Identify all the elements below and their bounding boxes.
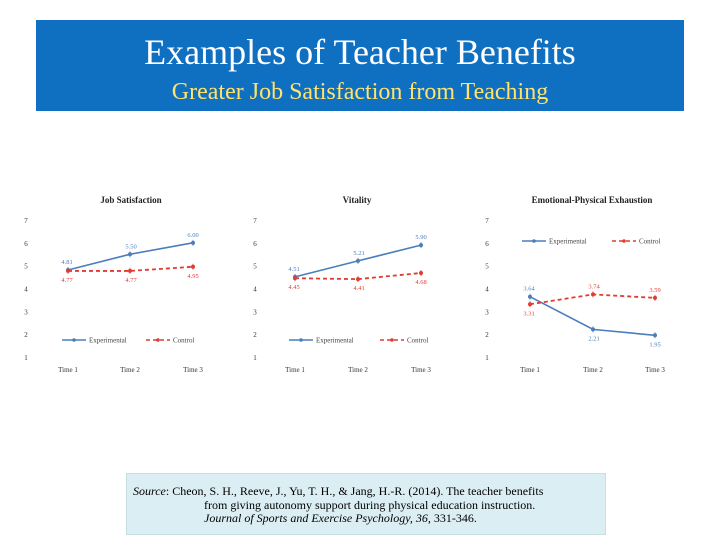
data-label: 3.59	[649, 287, 660, 294]
x-tick-label: Time 3	[411, 366, 431, 374]
y-tick-label: 5	[24, 263, 28, 271]
data-label: 3.74	[588, 283, 600, 290]
slide-subtitle: Greater Job Satisfaction from Teaching	[171, 79, 549, 105]
data-point	[128, 268, 132, 273]
y-tick-label: 7	[485, 217, 489, 225]
legend-marker	[72, 338, 76, 342]
y-tick-label: 1	[485, 354, 489, 362]
chart-title: Emotional-Physical Exhaustion	[532, 195, 653, 205]
source-line-1: : Cheon, S. H., Reeve, J., Yu, T. H., & …	[165, 484, 544, 498]
legend-marker	[532, 239, 536, 243]
x-tick-label: Time 2	[583, 366, 603, 374]
data-point	[191, 264, 195, 269]
y-tick-label: 4	[253, 286, 257, 294]
legend-marker	[156, 338, 160, 342]
y-tick-label: 3	[485, 308, 489, 316]
legend-label-control: Control	[407, 337, 428, 345]
y-tick-label: 4	[24, 286, 28, 294]
x-tick-label: Time 1	[285, 366, 305, 374]
y-tick-label: 6	[485, 240, 489, 248]
source-citation: Source: Cheon, S. H., Reeve, J., Yu, T. …	[133, 484, 601, 526]
y-tick-label: 6	[253, 240, 257, 248]
y-tick-label: 4	[485, 286, 489, 294]
x-tick-label: Time 3	[183, 366, 203, 374]
data-point	[528, 294, 532, 299]
source-pages: 331-346.	[430, 511, 477, 525]
legend-label-control: Control	[173, 337, 194, 345]
data-point	[653, 333, 657, 338]
title-banner: Examples of Teacher Benefits Greater Job…	[36, 20, 684, 111]
chart-1: Job Satisfaction 1 2 3 4 5 6 7 Time 1 Time 2 Time …	[24, 195, 203, 374]
data-label: 4.68	[415, 279, 426, 286]
data-point	[356, 258, 360, 263]
data-point	[419, 243, 423, 248]
data-label: 4.41	[353, 285, 364, 292]
data-point	[128, 252, 132, 257]
x-tick-label: Time 1	[520, 366, 540, 374]
data-label: 5.90	[415, 234, 426, 241]
y-tick-label: 6	[24, 240, 28, 248]
data-label: 4.51	[288, 266, 299, 273]
data-label: 5.21	[353, 250, 364, 257]
y-tick-label: 2	[24, 331, 28, 339]
legend-label-experimental: Experimental	[89, 337, 127, 345]
legend-marker	[299, 338, 303, 342]
data-label: 4.77	[125, 277, 137, 284]
data-label: 4.45	[288, 284, 299, 291]
data-point	[591, 292, 595, 297]
x-tick-label: Time 1	[58, 366, 78, 374]
y-tick-label: 3	[253, 308, 257, 316]
data-label: 5.50	[125, 243, 136, 250]
data-label: 3.31	[523, 310, 534, 317]
y-tick-label: 1	[253, 354, 257, 362]
data-label: 2.21	[588, 335, 599, 342]
data-point	[591, 327, 595, 332]
data-label: 4.81	[61, 259, 72, 266]
data-point	[653, 295, 657, 300]
data-label: 4.77	[61, 277, 73, 284]
slide-title: Examples of Teacher Benefits	[144, 32, 576, 72]
legend-marker	[390, 338, 394, 342]
legend-label-control: Control	[639, 238, 660, 246]
y-tick-label: 2	[253, 331, 257, 339]
source-label: Source	[133, 484, 166, 498]
data-label: 4.95	[187, 273, 198, 280]
data-label: 6.00	[187, 232, 198, 239]
source-line-3: Journal of Sports and Exercise Psycholog…	[133, 511, 601, 526]
chart-2: Vitality 1 2 3 4 5 6 7 Time 1 Time 2 Time 3 4.51 5.2…	[253, 195, 431, 374]
data-label: 3.64	[523, 286, 535, 293]
data-point	[356, 277, 360, 282]
legend-label-experimental: Experimental	[316, 337, 354, 345]
y-tick-label: 5	[253, 263, 257, 271]
x-tick-label: Time 3	[645, 366, 665, 374]
data-point	[66, 268, 70, 273]
source-journal: Journal of Sports and Exercise Psycholog…	[204, 511, 431, 525]
chart-title: Job Satisfaction	[100, 195, 161, 205]
x-tick-label: Time 2	[348, 366, 368, 374]
y-tick-label: 7	[253, 217, 257, 225]
source-citation-box: Source: Cheon, S. H., Reeve, J., Yu, T. …	[126, 473, 606, 535]
chart-title: Vitality	[343, 195, 372, 205]
y-tick-label: 2	[485, 331, 489, 339]
data-point	[293, 276, 297, 281]
legend-marker	[622, 239, 626, 243]
source-line-2: from giving autonomy support during phys…	[204, 497, 536, 512]
y-tick-label: 3	[24, 308, 28, 316]
charts-area: Job Satisfaction 1 2 3 4 5 6 7 Time 1 Time 2 Time …	[24, 195, 665, 374]
y-tick-label: 7	[24, 217, 28, 225]
chart-3: Emotional-Physical Exhaustion 1 2 3 4 5 6 7 Time…	[485, 195, 665, 374]
data-point	[528, 302, 532, 307]
y-tick-label: 5	[485, 263, 489, 271]
data-point	[419, 270, 423, 275]
legend-label-experimental: Experimental	[549, 238, 587, 246]
x-tick-label: Time 2	[120, 366, 140, 374]
data-label: 1.95	[649, 341, 660, 348]
y-tick-label: 1	[24, 354, 28, 362]
data-point	[191, 240, 195, 245]
